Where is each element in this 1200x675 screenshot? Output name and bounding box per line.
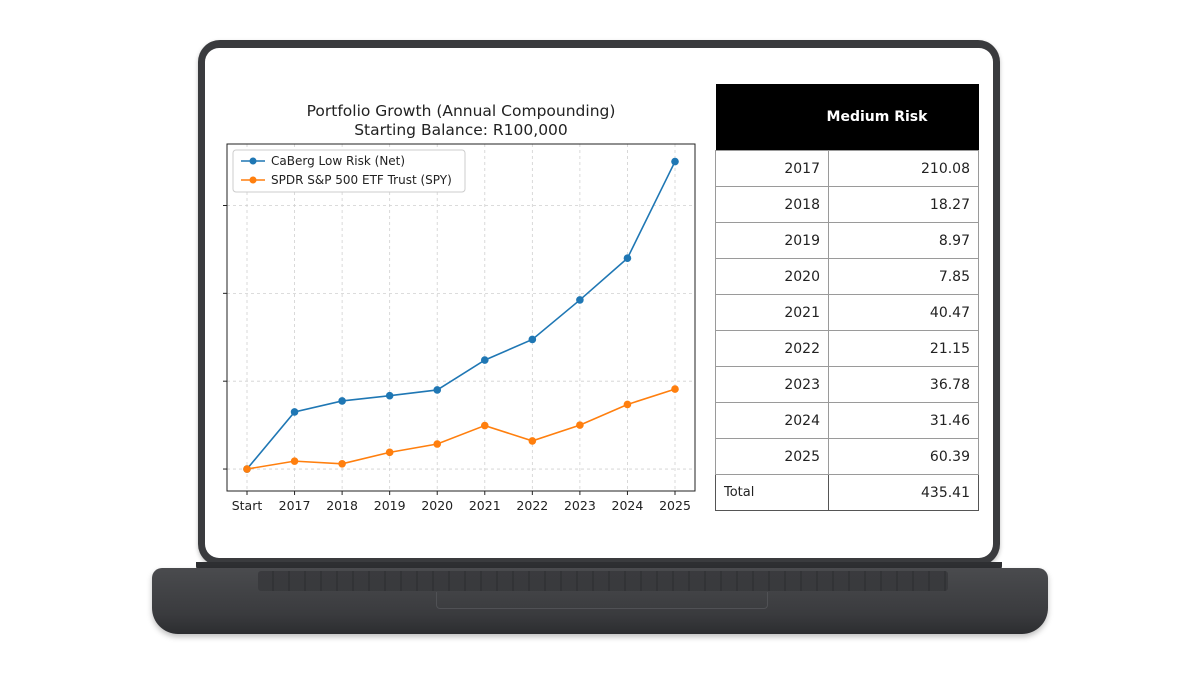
table-row: 2017 210.08 — [715, 150, 979, 187]
table-body: 2017 210.08 2018 18.27 2019 8.97 2020 7.85 2021 4… — [715, 150, 979, 511]
total-value: 435.41 — [828, 474, 979, 511]
laptop-screen: Portfolio Growth (Annual Compounding) St… — [205, 48, 993, 558]
series-point-1 — [243, 465, 251, 473]
x-tick-label: 2019 — [374, 498, 406, 513]
portfolio-growth-chart: Portfolio Growth (Annual Compounding) St… — [223, 102, 696, 513]
series-point-1 — [528, 437, 537, 445]
series-lines — [243, 157, 679, 473]
table-row: 2019 8.97 — [715, 222, 979, 259]
x-tick-label: 2017 — [279, 498, 311, 513]
x-tick-label: Start — [232, 498, 263, 513]
legend-label-0: CaBerg Low Risk (Net) — [271, 154, 405, 168]
row-value: 18.27 — [828, 186, 979, 223]
row-value: 21.15 — [828, 330, 979, 367]
row-year: 2025 — [715, 438, 829, 475]
row-year: 2017 — [715, 150, 829, 187]
series-line-0 — [246, 161, 676, 470]
series-point-1 — [385, 448, 394, 457]
row-value: 7.85 — [828, 258, 979, 295]
table-header: Medium Risk — [715, 84, 979, 151]
series-point-0 — [671, 157, 679, 166]
table-row: 2023 36.78 — [715, 366, 979, 403]
row-year: 2018 — [715, 186, 829, 223]
chart-title: Portfolio Growth (Annual Compounding) — [307, 102, 616, 120]
series-point-1 — [671, 385, 679, 393]
table-row: 2025 60.39 — [715, 438, 979, 475]
x-tick-label: 2025 — [659, 498, 691, 513]
row-value: 36.78 — [828, 366, 979, 403]
legend-marker-0 — [249, 157, 257, 165]
x-tick-label: 2022 — [516, 498, 548, 513]
x-tick-label: 2024 — [612, 498, 644, 513]
row-value: 8.97 — [828, 222, 979, 259]
row-value: 210.08 — [828, 150, 979, 187]
series-point-1 — [480, 421, 489, 430]
x-tick-label: 2023 — [564, 498, 596, 513]
series-point-1 — [338, 459, 346, 468]
table-row: 2024 31.46 — [715, 402, 979, 439]
total-label: Total — [715, 474, 829, 511]
series-point-0 — [290, 408, 299, 416]
table-row: 2022 21.15 — [715, 330, 979, 367]
table-row: 2018 18.27 — [715, 186, 979, 223]
series-point-1 — [433, 440, 442, 448]
legend-label-1: SPDR S&P 500 ETF Trust (SPY) — [271, 173, 452, 187]
row-year: 2020 — [715, 258, 829, 295]
keyboard — [258, 571, 948, 591]
series-point-1 — [290, 457, 299, 465]
series-point-0 — [338, 397, 346, 405]
grid-lines — [227, 144, 695, 491]
row-year: 2019 — [715, 222, 829, 259]
legend-marker-1 — [249, 176, 257, 184]
series-point-0 — [576, 296, 584, 304]
medium-risk-table: Medium Risk 2017 210.08 2018 18.27 2019 8.97 2… — [715, 84, 979, 511]
legend-box — [232, 149, 466, 193]
row-year: 2024 — [715, 402, 829, 439]
row-value: 40.47 — [828, 294, 979, 331]
row-value: 31.46 — [828, 402, 979, 439]
series-point-0 — [623, 254, 632, 263]
row-year: 2023 — [715, 366, 829, 403]
x-ticks: Start 2017 2018 2019 2020 2021 2022 2023 2024 202… — [232, 491, 691, 513]
series-point-1 — [576, 421, 584, 429]
row-year: 2022 — [715, 330, 829, 367]
table-total-row: Total 435.41 — [715, 474, 979, 511]
series-point-0 — [385, 391, 394, 400]
series-point-0 — [433, 386, 442, 394]
table-row: 2021 40.47 — [715, 294, 979, 331]
series-line-1 — [246, 388, 676, 470]
series-point-0 — [480, 356, 489, 364]
chart-subtitle: Starting Balance: R100,000 — [354, 121, 568, 139]
laptop-hinge — [196, 562, 1002, 572]
x-tick-label: 2018 — [326, 498, 358, 513]
row-year: 2021 — [715, 294, 829, 331]
plot-frame — [226, 143, 696, 492]
x-tick-label: 2021 — [469, 498, 501, 513]
table-row: 2020 7.85 — [715, 258, 979, 295]
series-point-0 — [528, 335, 537, 344]
series-point-1 — [623, 400, 632, 409]
legend: CaBerg Low Risk (Net) SPDR S&P 500 ETF T… — [232, 149, 466, 193]
x-tick-label: 2020 — [421, 498, 453, 513]
row-value: 60.39 — [828, 438, 979, 475]
y-ticks — [223, 204, 227, 470]
trackpad — [436, 592, 768, 609]
